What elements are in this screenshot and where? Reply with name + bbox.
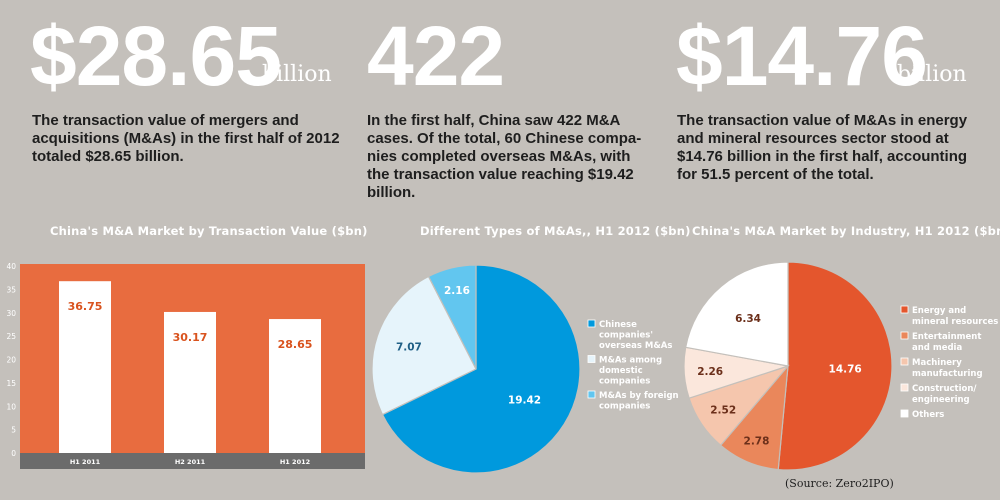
legend-label: engineering — [912, 395, 970, 405]
legend-swatch — [587, 319, 596, 328]
stat-unit: billion — [262, 62, 332, 87]
bar-value-label: 28.65 — [278, 338, 313, 351]
legend-label: mineral resources — [912, 317, 998, 327]
pie-value-label: 2.78 — [744, 436, 770, 448]
stat-description: The transaction value of M&As in energy … — [677, 112, 968, 183]
y-tick-label: 40 — [6, 262, 16, 271]
source-note: (Source: Zero2IPO) — [785, 477, 894, 490]
legend-label: Construction/ — [912, 384, 977, 394]
y-tick-label: 30 — [6, 309, 16, 318]
legend-label: Chinese — [599, 320, 637, 330]
y-tick-label: 25 — [6, 332, 16, 341]
x-tick-label: H1 2011 — [70, 458, 101, 466]
pie-slice — [371, 275, 477, 416]
types-pie-chart: 19.42 7.07 2.16 Chinesecompanies'overseas … — [371, 264, 679, 473]
legend-swatch — [587, 355, 596, 363]
bar-chart-title: China's M&A Market by Transaction Value … — [50, 224, 368, 238]
stat-description: The transaction value of mergers and acq… — [32, 112, 340, 165]
legend-swatch — [587, 390, 596, 399]
pie-value-label: 7.07 — [396, 342, 422, 354]
y-tick-label: 35 — [6, 285, 16, 294]
stat-value: 422 — [367, 9, 505, 103]
legend-label: and media — [912, 343, 962, 353]
legend-label: Energy and — [912, 306, 966, 316]
legend-label: companies — [599, 377, 650, 387]
legend-label: overseas M&As — [599, 341, 672, 351]
legend-label: manufacturing — [912, 369, 983, 379]
industry-pie-chart: 14.76 2.78 2.52 2.26 6.34 Energy andmineral … — [683, 261, 998, 471]
pie-value-label: 14.76 — [829, 364, 862, 376]
legend-label: companies — [599, 402, 650, 412]
y-tick-label: 15 — [6, 379, 16, 388]
legend-label: Entertainment — [912, 332, 981, 342]
stat-unit: billion — [897, 62, 967, 87]
legend-label: Others — [912, 410, 944, 420]
bar — [59, 281, 111, 453]
axis-band — [20, 453, 365, 469]
bar-value-label: 30.17 — [173, 331, 208, 344]
stat-description: In the first half, China saw 422 M&A cas… — [367, 112, 642, 201]
pie-value-label: 19.42 — [508, 394, 541, 406]
legend-swatch — [900, 305, 909, 314]
y-tick-label: 10 — [6, 402, 16, 411]
types-pie-title: Different Types of M&As,, H1 2012 ($bn) — [420, 224, 691, 238]
legend-label: M&As by foreign — [599, 391, 679, 401]
bar — [269, 319, 321, 453]
legend-swatch — [900, 357, 909, 366]
industry-pie-title: China's M&A Market by Industry, H1 2012 … — [692, 224, 1000, 238]
y-tick-label: 5 — [11, 426, 16, 435]
pie-value-label: 2.52 — [710, 404, 736, 416]
pie-slice — [427, 264, 477, 370]
legend-label: domestic — [599, 366, 643, 376]
legend-label: M&As among — [599, 356, 662, 366]
y-tick-label: 0 — [11, 449, 16, 458]
legend-swatch — [900, 383, 909, 392]
legend-label: companies' — [599, 331, 653, 341]
pie-slice — [381, 264, 581, 473]
pie-value-label: 6.34 — [735, 313, 761, 325]
bar-value-label: 36.75 — [68, 300, 103, 313]
bar-chart: 0 5 10 15 20 25 30 35 40 36.75 H1 2011 30.17 H2 201… — [6, 262, 365, 469]
pie-slice — [684, 261, 789, 367]
pie-value-label: 2.26 — [697, 366, 723, 378]
x-tick-label: H1 2012 — [280, 458, 310, 466]
legend-swatch — [900, 331, 909, 340]
y-tick-label: 20 — [6, 356, 16, 365]
legend-swatch — [900, 409, 909, 418]
x-tick-label: H2 2011 — [175, 458, 206, 466]
legend-label: Machinery — [912, 358, 962, 368]
pie-value-label: 2.16 — [444, 285, 470, 297]
stat-value: $28.65 — [30, 9, 282, 103]
bar — [164, 311, 216, 453]
pie-slice — [777, 261, 893, 471]
stat-value: $14.76 — [676, 9, 928, 103]
